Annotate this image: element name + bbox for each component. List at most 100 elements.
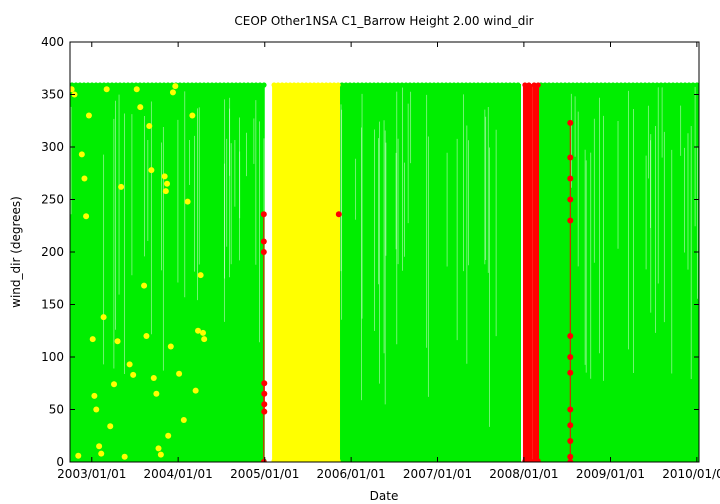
band-edge-point: [93, 458, 99, 462]
band-edge-point: [614, 458, 620, 462]
band-edge-point: [526, 82, 532, 88]
band-edge-point: [535, 458, 541, 462]
band-edge-point: [323, 458, 329, 462]
data-point: [137, 104, 144, 111]
band-edge-point: [153, 82, 159, 88]
band-edge-point: [141, 458, 147, 462]
data-point: [114, 338, 121, 345]
band-edge-point: [197, 458, 203, 462]
x-tick-label: 2004/01/01: [144, 467, 213, 481]
data-point: [199, 329, 206, 336]
band-edge-point: [638, 82, 644, 88]
band-edge-point: [654, 82, 660, 88]
band-edge-point: [391, 82, 397, 88]
band-edge-point: [447, 458, 453, 462]
band-edge-point: [81, 458, 87, 462]
band-edge-point: [511, 458, 517, 462]
band-edge-point: [546, 82, 552, 88]
band-edge-point: [495, 82, 501, 88]
band-edge-point: [303, 82, 309, 88]
band-edge-point: [379, 82, 385, 88]
band-edge-point: [283, 458, 289, 462]
band-edge-point: [610, 82, 616, 88]
band-edge-point: [471, 458, 477, 462]
data-point: [96, 443, 103, 450]
data-point: [157, 451, 164, 458]
data-point: [81, 175, 88, 182]
y-tick-label: 300: [41, 140, 64, 154]
band-edge-point: [531, 82, 537, 88]
band-edge-point: [133, 458, 139, 462]
band-edge-point: [463, 458, 469, 462]
chart-title: CEOP Other1NSA C1_Barrow Height 2.00 win…: [234, 14, 533, 28]
band-edge-point: [233, 82, 239, 88]
y-tick-label: 150: [41, 298, 64, 312]
band-edge-point: [383, 82, 389, 88]
band-edge-point: [471, 82, 477, 88]
series-good-band: [339, 82, 522, 462]
band-edge-point: [145, 82, 151, 88]
band-edge-point: [590, 458, 596, 462]
band-edge-point: [507, 458, 513, 462]
band-edge-point: [558, 458, 564, 462]
data-point: [100, 314, 107, 321]
band-edge-point: [189, 458, 195, 462]
band-edge-point: [89, 82, 95, 88]
band-edge-point: [343, 82, 349, 88]
band-edge-point: [331, 82, 337, 88]
band-edge-point: [311, 82, 317, 88]
series-questionable: [271, 82, 341, 462]
band-edge-point: [463, 82, 469, 88]
band-edge-point: [682, 458, 688, 462]
band-edge-point: [431, 458, 437, 462]
band-edge-point: [626, 458, 632, 462]
y-tick-label: 100: [41, 350, 64, 364]
band-edge-point: [339, 458, 345, 462]
band-edge-point: [674, 82, 680, 88]
band-edge-point: [217, 82, 223, 88]
band-edge-point: [153, 458, 159, 462]
band-edge-point: [229, 458, 235, 462]
band-edge-point: [351, 458, 357, 462]
x-tick-label: 2008/01/01: [489, 467, 558, 481]
band-edge-point: [117, 458, 123, 462]
band-edge-point: [650, 82, 656, 88]
band-edge-point: [455, 458, 461, 462]
band-edge-point: [407, 82, 413, 88]
band-edge-point: [487, 458, 493, 462]
band-edge-point: [209, 458, 215, 462]
band-edge-point: [101, 458, 107, 462]
band-edge-point: [459, 82, 465, 88]
band-edge-point: [614, 82, 620, 88]
band-edge-point: [295, 458, 301, 462]
band-edge-point: [189, 82, 195, 88]
band-edge-point: [165, 458, 171, 462]
band-edge-point: [181, 82, 187, 88]
data-point: [130, 371, 137, 378]
band-edge-point: [149, 458, 155, 462]
band-edge-point: [129, 458, 135, 462]
band-edge-point: [419, 82, 425, 88]
data-point: [98, 450, 105, 457]
data-point: [176, 370, 183, 377]
band-edge-point: [395, 82, 401, 88]
band-edge-point: [602, 458, 608, 462]
band-edge-point: [666, 82, 672, 88]
data-point: [83, 213, 90, 220]
band-edge-point: [193, 82, 199, 88]
series-bad-band: [522, 82, 533, 462]
band-edge-point: [654, 458, 660, 462]
band-edge-point: [93, 82, 99, 88]
band-edge-point: [622, 458, 628, 462]
band-edge-point: [479, 458, 485, 462]
band-edge-point: [638, 458, 644, 462]
y-tick-label: 400: [41, 35, 64, 49]
band-edge-point: [475, 82, 481, 88]
band-edge-point: [507, 82, 513, 88]
band-edge-point: [451, 458, 457, 462]
data-point: [172, 83, 179, 90]
band-edge-point: [237, 82, 243, 88]
band-edge-point: [323, 82, 329, 88]
band-edge-point: [351, 82, 357, 88]
band-edge-point: [542, 458, 548, 462]
